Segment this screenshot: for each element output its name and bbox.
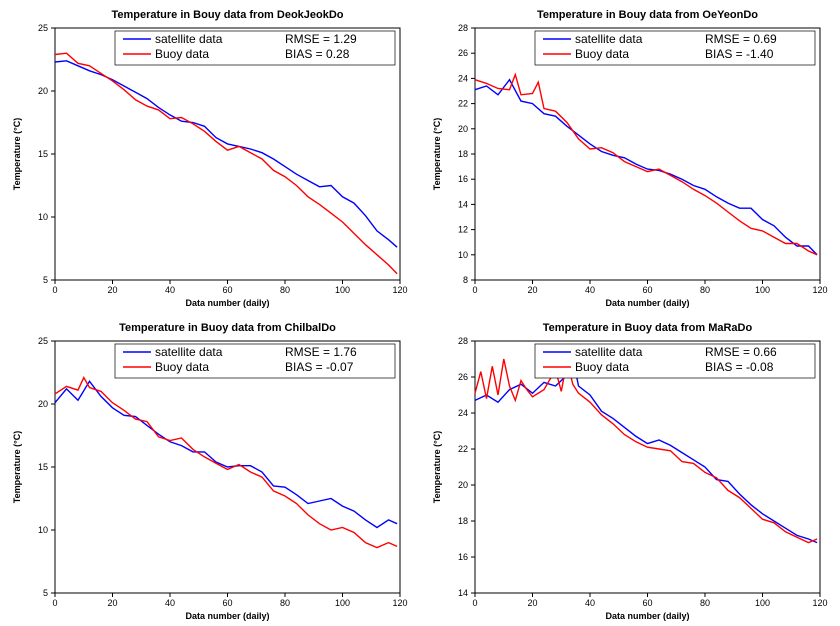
- ytick-label: 26: [458, 48, 468, 58]
- chart-title: Temperature in Buoy data from ChilbalDo: [119, 322, 336, 334]
- metric-bias: BIAS = -0.08: [705, 360, 774, 374]
- ytick-label: 20: [38, 86, 48, 96]
- xtick-label: 0: [472, 285, 477, 295]
- ytick-label: 22: [458, 99, 468, 109]
- xtick-label: 20: [527, 598, 537, 608]
- metric-bias: BIAS = 0.28: [285, 47, 350, 61]
- chart-title: Temperature in Bouy data from OeYeonDo: [537, 9, 758, 21]
- ytick-label: 28: [458, 336, 468, 346]
- xtick-label: 0: [52, 285, 57, 295]
- ytick-label: 5: [43, 588, 48, 598]
- y-axis-label: Temperature (°C): [432, 431, 442, 503]
- metric-rmse: RMSE = 0.66: [705, 345, 777, 359]
- xtick-label: 40: [165, 598, 175, 608]
- legend-label-satellite: satellite data: [155, 345, 223, 359]
- chart-panel-oeyeondo: 0 20 40 60 80 100 120 8 10 12 14 16 18 20 22 24 26 28 Temp…: [420, 0, 840, 313]
- plot-area: [475, 28, 820, 280]
- xtick-label: 100: [755, 285, 770, 295]
- x-axis-label: Data number (daily): [605, 298, 689, 308]
- ytick-label: 25: [38, 23, 48, 33]
- ytick-label: 14: [458, 199, 468, 209]
- metric-bias: BIAS = -0.07: [285, 360, 354, 374]
- ytick-label: 10: [38, 525, 48, 535]
- xtick-label: 120: [812, 285, 827, 295]
- chart-title: Temperature in Bouy data from DeokJeokDo: [111, 9, 343, 21]
- ytick-label: 16: [458, 174, 468, 184]
- metric-rmse: RMSE = 1.29: [285, 32, 357, 46]
- ytick-label: 24: [458, 408, 468, 418]
- xtick-label: 80: [280, 285, 290, 295]
- ytick-label: 26: [458, 372, 468, 382]
- ytick-label: 20: [38, 399, 48, 409]
- ytick-label: 18: [458, 516, 468, 526]
- ytick-label: 20: [458, 480, 468, 490]
- legend-label-buoy: Buoy data: [155, 360, 209, 374]
- xtick-label: 80: [700, 598, 710, 608]
- xtick-label: 20: [107, 598, 117, 608]
- xtick-label: 40: [585, 285, 595, 295]
- xtick-label: 0: [472, 598, 477, 608]
- legend-label-buoy: Buoy data: [575, 47, 629, 61]
- ytick-label: 12: [458, 225, 468, 235]
- xtick-label: 60: [222, 285, 232, 295]
- xtick-label: 40: [585, 598, 595, 608]
- xtick-label: 100: [335, 598, 350, 608]
- y-axis-label: Temperature (°C): [12, 118, 22, 190]
- xtick-label: 100: [335, 285, 350, 295]
- chart-panel-marado: 0 20 40 60 80 100 120 14 16 18 20 22 24 26 28 Temperatu…: [420, 313, 840, 626]
- xtick-label: 120: [812, 598, 827, 608]
- ytick-label: 14: [458, 588, 468, 598]
- ytick-label: 20: [458, 124, 468, 134]
- x-axis-label: Data number (daily): [185, 298, 269, 308]
- xtick-label: 60: [642, 598, 652, 608]
- chart-panel-chilbaldo: 0 20 40 60 80 100 120 5 10 15 20 25 Temperature in B…: [0, 313, 420, 626]
- ytick-label: 15: [38, 149, 48, 159]
- legend-label-buoy: Buoy data: [575, 360, 629, 374]
- xtick-label: 20: [107, 285, 117, 295]
- legend-label-satellite: satellite data: [575, 345, 643, 359]
- ytick-label: 5: [43, 275, 48, 285]
- xtick-label: 0: [52, 598, 57, 608]
- chart-grid: 020406080100120510152025Temperature in B…: [0, 0, 840, 626]
- ytick-label: 24: [458, 73, 468, 83]
- xtick-label: 40: [165, 285, 175, 295]
- xtick-label: 120: [392, 285, 407, 295]
- xtick-label: 60: [642, 285, 652, 295]
- xtick-label: 20: [527, 285, 537, 295]
- ytick-label: 10: [38, 212, 48, 222]
- xtick-label: 100: [755, 598, 770, 608]
- metric-rmse: RMSE = 1.76: [285, 345, 357, 359]
- xtick-label: 80: [280, 598, 290, 608]
- ytick-label: 25: [38, 336, 48, 346]
- metric-rmse: RMSE = 0.69: [705, 32, 777, 46]
- xtick-label: 120: [392, 598, 407, 608]
- ytick-label: 16: [458, 552, 468, 562]
- chart-panel-deokjeokdo: 0 20 40 60 80 100 120 5 10 15 20 25 Temperature in B…: [0, 0, 420, 313]
- legend-label-satellite: satellite data: [575, 32, 643, 46]
- y-axis-label: Temperature (°C): [432, 118, 442, 190]
- chart-title: Temperature in Buoy data from MaRaDo: [543, 322, 753, 334]
- ytick-label: 15: [38, 462, 48, 472]
- y-axis-label: Temperature (°C): [12, 431, 22, 503]
- xtick-label: 60: [222, 598, 232, 608]
- xtick-label: 80: [700, 285, 710, 295]
- ytick-label: 8: [463, 275, 468, 285]
- legend-label-buoy: Buoy data: [155, 47, 209, 61]
- legend-label-satellite: satellite data: [155, 32, 223, 46]
- metric-bias: BIAS = -1.40: [705, 47, 774, 61]
- ytick-label: 10: [458, 250, 468, 260]
- plot-area: [475, 341, 820, 593]
- ytick-label: 22: [458, 444, 468, 454]
- x-axis-label: Data number (daily): [185, 611, 269, 621]
- plot-area: [55, 28, 400, 280]
- ytick-label: 18: [458, 149, 468, 159]
- ytick-label: 28: [458, 23, 468, 33]
- x-axis-label: Data number (daily): [605, 611, 689, 621]
